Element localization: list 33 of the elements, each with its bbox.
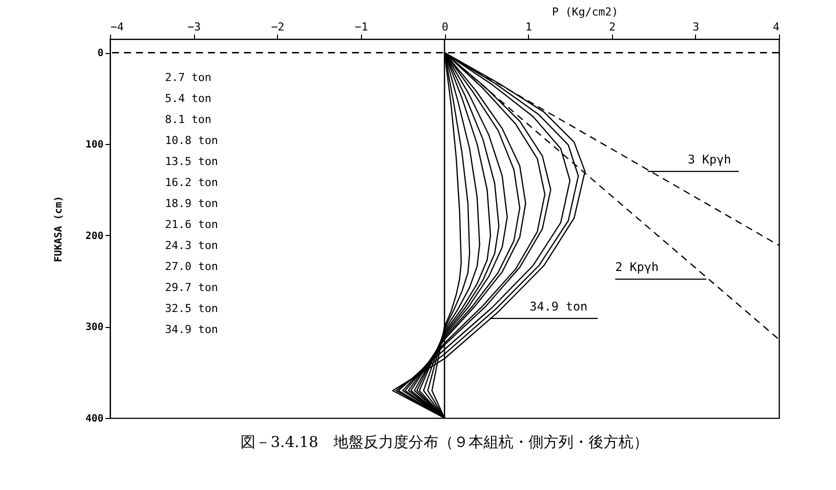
y-tick-label: 200 (85, 230, 104, 242)
y-tick-label: 0 (97, 48, 104, 60)
annotation: 16.2 ton (165, 176, 218, 189)
y-tick-label: 100 (85, 140, 104, 151)
x-tick-label: 0 (442, 20, 448, 34)
text: 図－3.4.18 地盤反力度分布（９本組杭・側方列・後方杭） (240, 433, 648, 451)
x-tick-label: 3 (692, 20, 700, 34)
x-tick-label: −2 (271, 20, 284, 34)
annotation: 5.4 ton (165, 92, 212, 105)
x-tick-label: 2 (608, 20, 616, 34)
annotation: 10.8 ton (165, 134, 218, 147)
x-tick-label: 1 (525, 20, 532, 34)
x-tick-label: 4 (772, 20, 780, 34)
annotation: 2 Kpγh (615, 260, 659, 274)
annotation: 32.5 ton (165, 302, 218, 315)
annotation: 18.9 ton (165, 197, 218, 210)
annotation: 34.9 ton (165, 323, 218, 336)
annotation: 24.3 ton (165, 239, 218, 252)
x-tick-label: −4 (110, 20, 124, 34)
annotation: 8.1 ton (165, 113, 212, 126)
annotation: 13.5 ton (165, 155, 218, 168)
x-tick-label: −3 (188, 20, 201, 34)
x-tick-label: −1 (354, 20, 368, 34)
annotation: 34.9 ton (530, 299, 588, 314)
y-tick-label: 400 (85, 414, 104, 424)
annotation: 29.7 ton (165, 281, 218, 294)
annotation: 21.6 ton (165, 218, 218, 231)
x-axis-title: P (Kg/cm2) (552, 6, 618, 18)
annotation: 27.0 ton (165, 260, 218, 273)
y-axis-title: FUKASA (cm) (53, 196, 64, 262)
y-tick-label: 300 (85, 322, 104, 334)
annotation: 2.7 ton (165, 71, 212, 84)
annotation: 3 Kpγh (688, 152, 732, 166)
